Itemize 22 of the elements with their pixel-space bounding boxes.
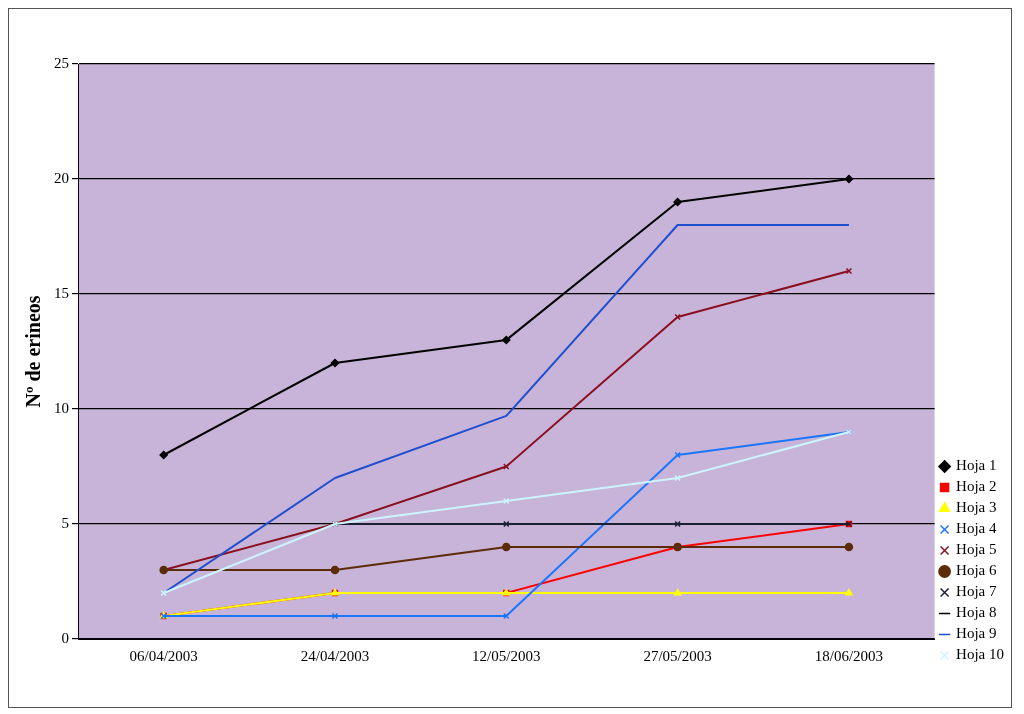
legend-label: Hoja 1 — [956, 457, 997, 474]
legend-label: Hoja 3 — [956, 499, 997, 516]
y-tick-label: 10 — [54, 399, 69, 416]
x-tick-label: 27/05/2003 — [643, 647, 712, 664]
y-tick-label: 5 — [61, 514, 69, 531]
y-tick-label: 20 — [54, 169, 69, 186]
legend-label: Hoja 7 — [956, 583, 997, 600]
legend-label: Hoja 8 — [956, 604, 997, 621]
y-tick-label: 15 — [54, 284, 69, 301]
x-tick-label: 12/05/2003 — [472, 647, 541, 664]
legend-label: Hoja 2 — [956, 478, 997, 495]
y-axis-title: Nº de erineos — [22, 295, 45, 408]
y-tick-label: 0 — [61, 629, 69, 646]
x-tick-label: 18/06/2003 — [814, 647, 884, 664]
legend-label: Hoja 4 — [956, 520, 997, 537]
legend-label: Hoja 5 — [956, 541, 997, 558]
legend-label: Hoja 6 — [956, 562, 997, 579]
legend-label: Hoja 9 — [956, 625, 997, 642]
y-tick-label: 25 — [54, 54, 69, 71]
x-tick-label: 24/04/2003 — [300, 647, 370, 664]
x-tick-label: 06/04/2003 — [129, 647, 198, 664]
legend-label: Hoja 10 — [956, 646, 1005, 663]
